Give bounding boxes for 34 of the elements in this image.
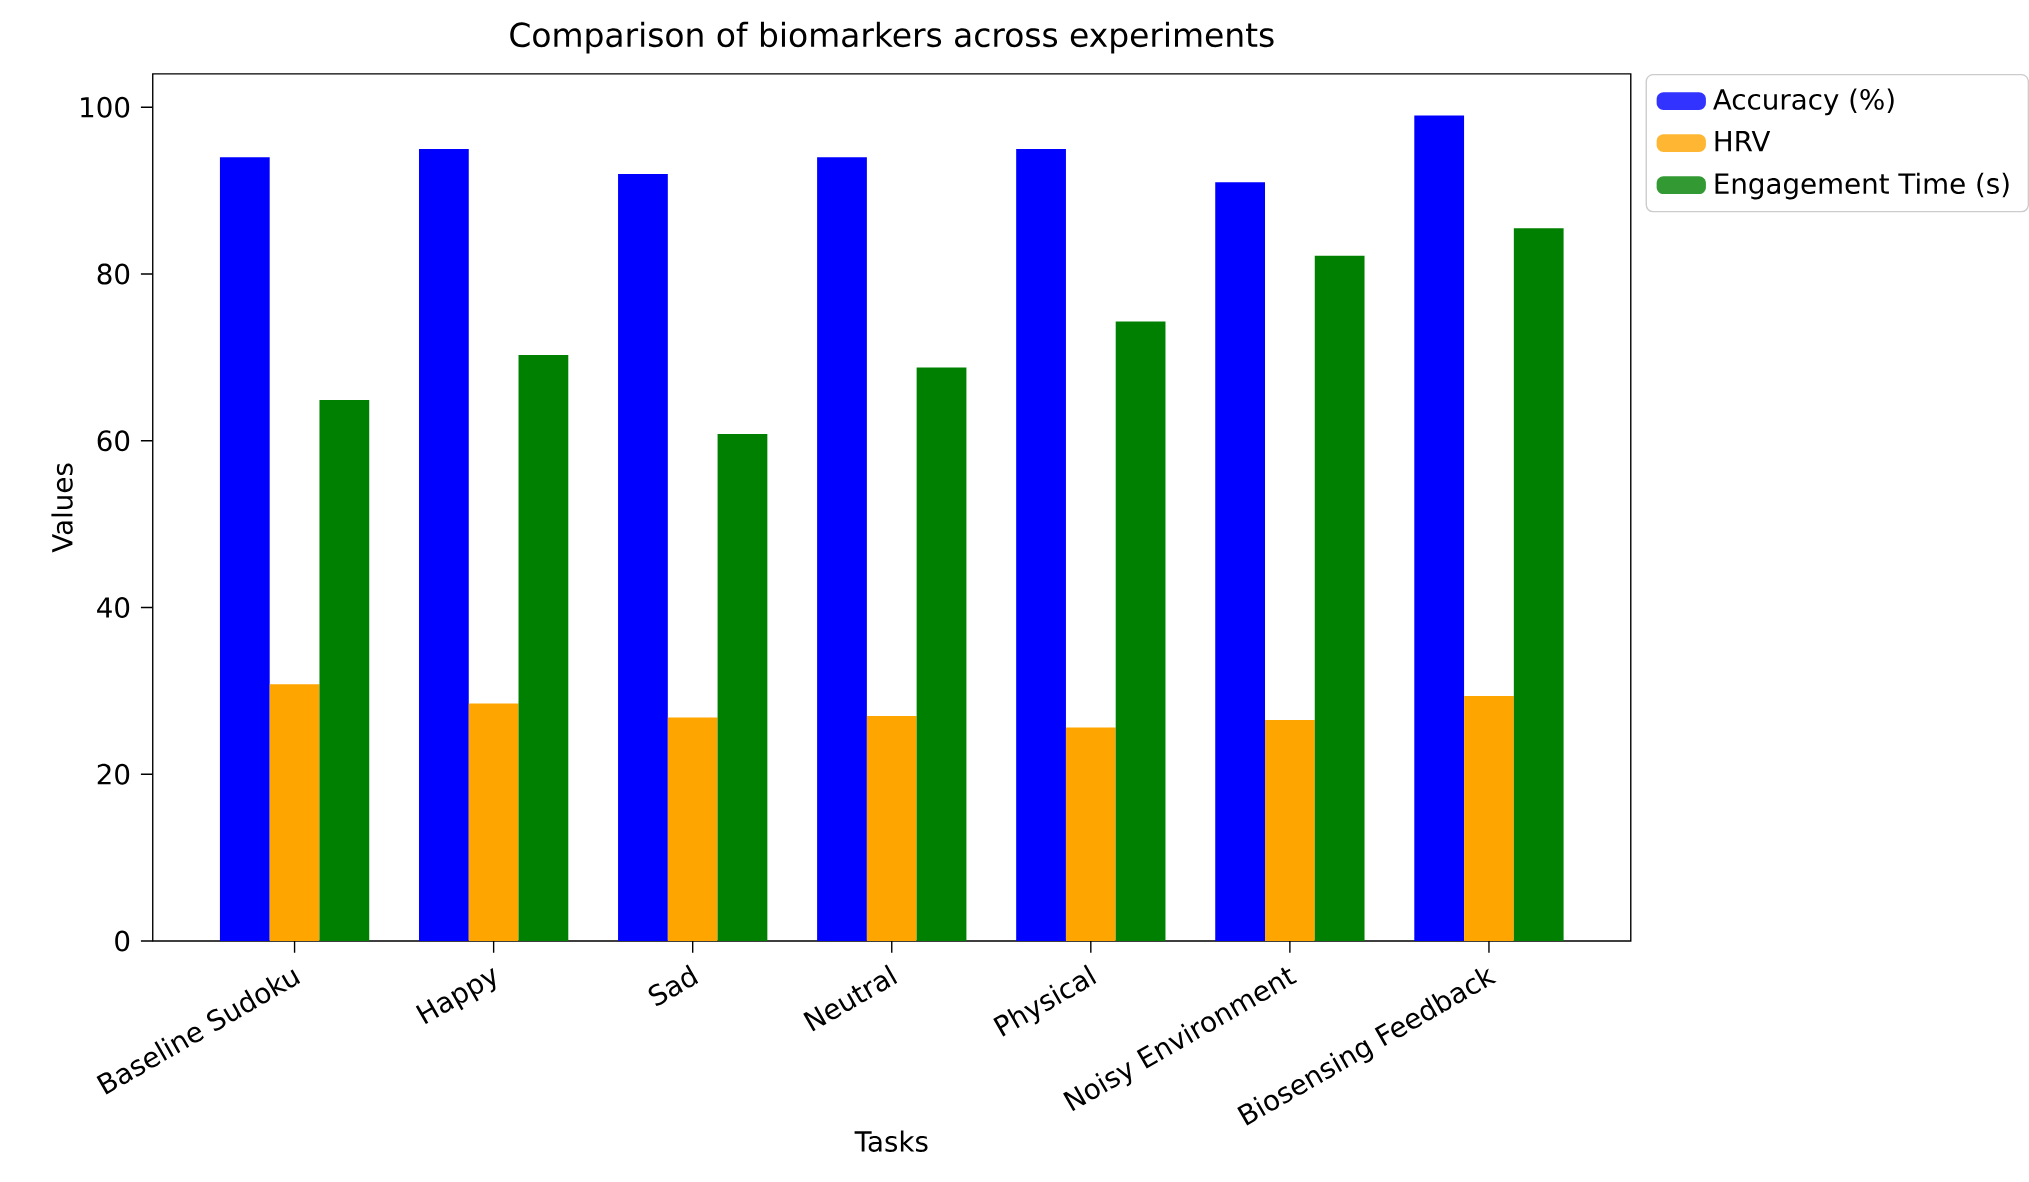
bar: [1215, 182, 1266, 941]
legend-label: HRV: [1715, 130, 1771, 151]
bar: [1464, 695, 1514, 941]
legend-label: Accuracy (%): [1713, 88, 1894, 116]
y-tick-label: 40: [97, 596, 130, 618]
y-tick-label: 100: [81, 96, 130, 118]
bar: [817, 157, 867, 941]
y-tick-label: 60: [97, 430, 130, 452]
bar: [916, 367, 967, 941]
chart-title: Comparison of biomarkers across experiments: [510, 21, 1274, 54]
bar: [717, 433, 768, 941]
bar: [1414, 115, 1465, 941]
bar: [319, 399, 370, 941]
x-tick-label: Sad: [648, 964, 699, 1006]
bar: [1265, 719, 1315, 941]
y-axis-title: Values: [51, 463, 73, 553]
x-axis-title: Tasks: [854, 1130, 928, 1152]
bar: [866, 715, 917, 941]
y-tick-label: 80: [97, 263, 130, 285]
y-tick-label: 0: [115, 930, 130, 952]
bar: [468, 703, 519, 941]
bar: [618, 173, 668, 941]
bar: [219, 157, 270, 941]
bar: [418, 148, 469, 941]
legend-label: Engagement Time (s): [1715, 172, 2009, 200]
bar: [269, 684, 320, 941]
bar: [1513, 227, 1564, 941]
bar: [1065, 727, 1116, 941]
bar: [518, 354, 569, 941]
bar: [667, 717, 718, 941]
bar: [1314, 255, 1365, 941]
bar: [1016, 148, 1066, 941]
y-tick-label: 20: [97, 763, 130, 785]
bar: [1115, 321, 1166, 941]
